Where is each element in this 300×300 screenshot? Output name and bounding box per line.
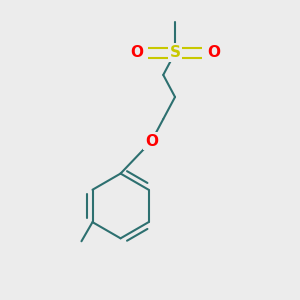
Text: O: O — [207, 45, 220, 60]
Text: S: S — [169, 45, 181, 60]
Text: O: O — [145, 134, 158, 149]
Text: O: O — [130, 45, 143, 60]
